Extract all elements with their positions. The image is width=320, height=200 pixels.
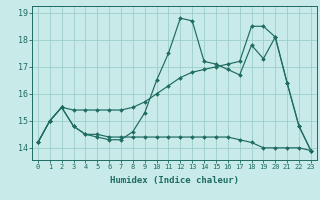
X-axis label: Humidex (Indice chaleur): Humidex (Indice chaleur) xyxy=(110,176,239,185)
